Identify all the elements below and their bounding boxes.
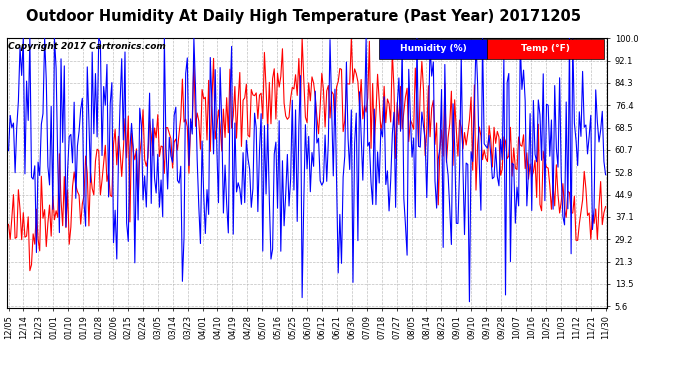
Text: Copyright 2017 Cartronics.com: Copyright 2017 Cartronics.com	[8, 42, 166, 51]
Text: Temp (°F): Temp (°F)	[521, 44, 570, 53]
FancyBboxPatch shape	[379, 39, 487, 59]
FancyBboxPatch shape	[487, 39, 604, 59]
Text: Humidity (%): Humidity (%)	[400, 44, 466, 53]
Text: Outdoor Humidity At Daily High Temperature (Past Year) 20171205: Outdoor Humidity At Daily High Temperatu…	[26, 9, 581, 24]
